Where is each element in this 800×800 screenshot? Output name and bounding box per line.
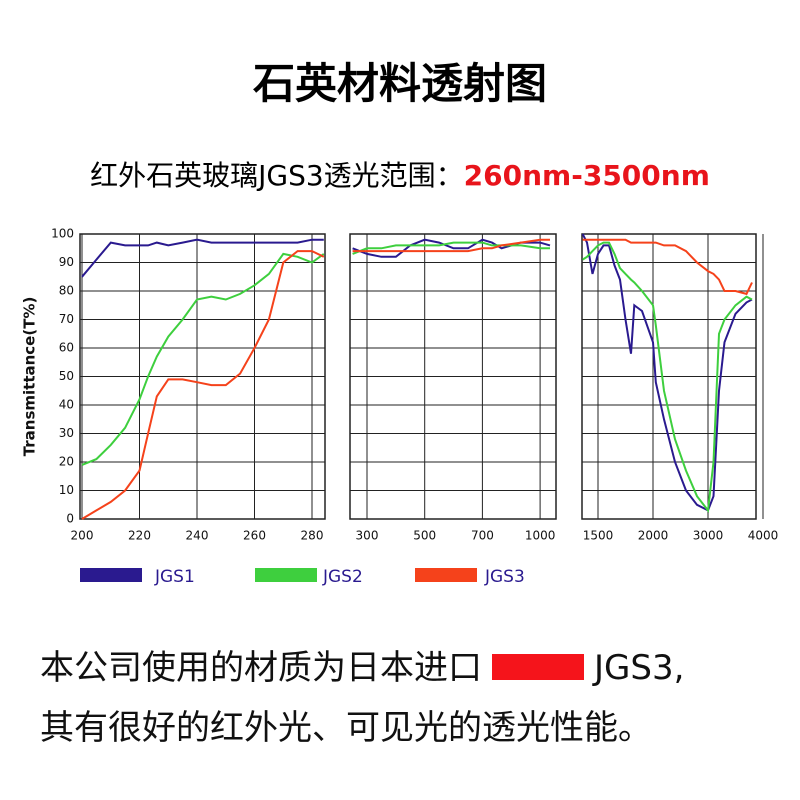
y-tick-label: 70 (59, 312, 74, 326)
x-tick-label: 280 (301, 529, 324, 543)
series-line (352, 241, 550, 255)
title: 石英材料透射图 (252, 59, 547, 108)
x-tick-label: 4000 (748, 529, 779, 543)
series-line (581, 233, 753, 512)
y-tick-label: 100 (51, 227, 74, 241)
y-tick-label: 0 (66, 512, 74, 526)
subtitle: 红外石英玻璃JGS3透光范围：260nm-3500nm (0, 154, 800, 194)
series-line (352, 238, 550, 253)
series-line (81, 250, 325, 520)
y-tick-label: 90 (59, 255, 74, 269)
x-tick-label: 260 (243, 529, 266, 543)
legend-swatch (415, 568, 477, 582)
series-line (582, 241, 753, 513)
y-tick-label: 20 (59, 455, 74, 469)
panel-frame (349, 233, 557, 520)
y-tick-label: 80 (59, 284, 74, 298)
legend-label: JGS2 (322, 567, 363, 587)
y-tick-label: 10 (59, 483, 74, 497)
y-tick-label: 60 (59, 341, 74, 355)
footer-text: 本公司使用的材质为日本进口 (40, 648, 482, 688)
x-tick-label: 3000 (693, 529, 724, 543)
x-tick-label: 1000 (525, 529, 556, 543)
legend-swatch (255, 568, 317, 582)
y-axis-label: Transmittance(T%) (21, 297, 39, 457)
x-tick-label: 220 (128, 529, 151, 543)
y-tick-label: 40 (59, 398, 74, 412)
legend-swatch (80, 568, 142, 582)
panel-frame (79, 233, 326, 520)
footer-text: JGS3, (594, 648, 685, 688)
x-tick-label: 200 (71, 529, 94, 543)
legend-label: JGS1 (154, 567, 195, 587)
y-tick-label: 30 (59, 426, 74, 440)
series-line (81, 252, 325, 466)
range-highlight: 260nm-3500nm (463, 159, 710, 192)
x-tick-label: 300 (356, 529, 379, 543)
x-tick-label: 700 (471, 529, 494, 543)
series-line (81, 238, 324, 278)
x-tick-label: 500 (413, 529, 436, 543)
red-swatch (492, 653, 584, 680)
x-tick-label: 240 (186, 529, 209, 543)
x-tick-label: 1500 (583, 529, 614, 543)
x-tick-label: 2000 (638, 529, 669, 543)
series-line (582, 238, 753, 296)
subtitle-text: 红外石英玻璃JGS3透光范围： (90, 159, 464, 192)
panel-frame (581, 233, 757, 520)
footer-line: 其有很好的红外光、可见光的透光性能。 (40, 708, 652, 748)
footer-line: 本公司使用的材质为日本进口 JGS3, (40, 640, 684, 689)
y-tick-label: 50 (59, 369, 74, 383)
legend-label: JGS3 (484, 567, 525, 587)
